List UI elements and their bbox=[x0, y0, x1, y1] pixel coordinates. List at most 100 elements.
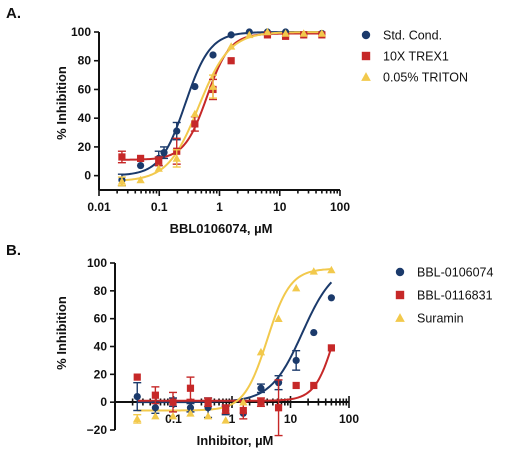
panel-a-y-tick-label: 20 bbox=[78, 140, 92, 154]
panel-b-legend-item: BBL-0116831 bbox=[395, 289, 493, 303]
panel-b-x-tick-label: 1 bbox=[229, 412, 236, 426]
panel-b-data-point bbox=[133, 373, 141, 381]
panel-a-data-point bbox=[118, 153, 126, 161]
panel-b-y-tick-label: 60 bbox=[94, 312, 108, 326]
panel-b-data-point bbox=[239, 406, 247, 415]
panel-b-y-tick-label: 80 bbox=[94, 284, 108, 298]
panel-a-data-point bbox=[190, 109, 200, 118]
panel-a-data-point bbox=[227, 31, 235, 39]
panel-b-data-point bbox=[221, 416, 230, 424]
panel-b-data-point bbox=[133, 414, 142, 423]
panel-a-data-point bbox=[191, 82, 199, 91]
panel-b-y-tick-label: 100 bbox=[87, 256, 107, 270]
panel-b-y-tick-label: 0 bbox=[100, 395, 107, 409]
panel-b-fit-curve-0 bbox=[137, 281, 333, 404]
panel-a-data-point bbox=[173, 127, 181, 135]
panel-a-data-point bbox=[209, 51, 217, 59]
panel-a-data-point bbox=[317, 29, 327, 37]
panel-b-legend-marker bbox=[395, 290, 405, 300]
panel-a-label: A. bbox=[6, 5, 21, 22]
panel-a-legend-marker bbox=[361, 51, 371, 61]
panel-a-axes: 0 20 40 60 80 100 0.01 0.1 1 10 100 bbox=[71, 25, 350, 214]
panel-a-data-point bbox=[117, 177, 127, 185]
panel-b-legend-item: BBL-0106074 bbox=[395, 266, 494, 280]
panel-b-data-point bbox=[151, 404, 159, 412]
panel-b-y-tick-label: 40 bbox=[94, 340, 108, 354]
panel-a-data-point bbox=[263, 27, 272, 36]
panel-a-x-tick-label: 0.01 bbox=[87, 200, 111, 214]
panel-b-data-point bbox=[168, 411, 178, 420]
panel-a-data-point bbox=[136, 175, 145, 184]
panel-a-data-point bbox=[281, 29, 290, 37]
panel-b-legend-label: Suramin bbox=[417, 312, 464, 326]
panel-b-data-point bbox=[257, 398, 265, 406]
panel-b-data-point bbox=[186, 384, 195, 392]
panel-a-data-point bbox=[191, 120, 199, 128]
panel-a-data-point bbox=[227, 57, 235, 65]
panel-b-fit-curve-2 bbox=[137, 268, 332, 412]
panel-b-x-axis-label: Inhibitor, µM bbox=[197, 433, 274, 448]
panel-a-data-point bbox=[172, 154, 181, 162]
panel-b-y-tick-label: −20 bbox=[87, 423, 108, 437]
panel-a-y-tick-label: 100 bbox=[71, 25, 91, 39]
panel-b-data-point bbox=[310, 381, 318, 390]
panel-a-data-point bbox=[208, 82, 218, 90]
panel-a-y-axis-label: % Inhibition bbox=[54, 66, 69, 140]
panel-a-y-tick-label: 80 bbox=[78, 54, 92, 68]
panel-b-data-point bbox=[292, 356, 300, 365]
panel-a-dose-response-chart: A. % Inhibition BBL0106074, µM 0 20 40 60 80… bbox=[6, 5, 468, 236]
panel-a-legend-label: Std. Cond. bbox=[383, 29, 442, 43]
panel-b-data-point bbox=[239, 398, 248, 406]
panel-b-data-point bbox=[133, 393, 141, 401]
panel-b-data-point bbox=[222, 405, 230, 413]
panel-a-x-tick-label: 100 bbox=[330, 200, 350, 214]
panel-b-fit-curve-1 bbox=[137, 347, 333, 402]
panel-a-legend-marker bbox=[361, 72, 371, 81]
panel-b-label: B. bbox=[6, 242, 21, 259]
panel-b-data-point bbox=[204, 398, 212, 406]
panel-b-x-tick-label: 10 bbox=[284, 412, 298, 426]
panel-b-dose-response-chart: B. % Inhibition Inhibitor, µM −20 0 20 40 60… bbox=[6, 242, 494, 448]
panel-a-data-point bbox=[136, 154, 145, 162]
panel-b-x-tick-label: 100 bbox=[339, 412, 359, 426]
panel-b-legend-marker bbox=[395, 313, 405, 322]
panel-a-x-tick-label: 1 bbox=[216, 200, 223, 214]
panel-a-legend-item: Std. Cond. bbox=[361, 29, 442, 43]
panel-a-legend-marker bbox=[361, 30, 371, 40]
panel-a-x-tick-label: 10 bbox=[273, 200, 287, 214]
panel-a-legend-item: 0.05% TRITON bbox=[361, 71, 468, 85]
panel-b-legend-item: Suramin bbox=[395, 312, 464, 326]
panel-b-legend-marker bbox=[395, 267, 405, 277]
panel-b-data-point bbox=[310, 328, 318, 337]
panel-a-data-point bbox=[299, 29, 308, 37]
panel-b-data-point bbox=[151, 411, 160, 420]
panel-b-legend-label: BBL-0106074 bbox=[417, 266, 494, 280]
panel-b-data-point bbox=[309, 267, 318, 275]
panel-b-legend-label: BBL-0116831 bbox=[417, 289, 493, 303]
panel-a-legend-label: 10X TREX1 bbox=[383, 50, 449, 64]
panel-a-legend-item: 10X TREX1 bbox=[361, 50, 449, 64]
panel-a-fit-curve-0 bbox=[121, 31, 322, 176]
panel-a-y-tick-label: 40 bbox=[78, 111, 92, 125]
panel-b-data-points bbox=[133, 265, 336, 437]
panel-b-data-point bbox=[274, 404, 283, 412]
panel-a-y-tick-label: 0 bbox=[84, 169, 91, 183]
panel-a-x-tick-label: 0.1 bbox=[151, 200, 168, 214]
panel-a-data-point bbox=[136, 161, 145, 170]
panel-b-data-point bbox=[186, 409, 195, 417]
panel-b-data-point bbox=[327, 344, 335, 352]
panel-b-data-point bbox=[257, 384, 265, 392]
panel-b-data-point bbox=[256, 347, 266, 356]
panel-b-data-point bbox=[327, 265, 336, 274]
panel-b-legend: BBL-0106074 BBL-0116831 Suramin bbox=[395, 266, 494, 326]
panel-b-data-point bbox=[327, 294, 335, 302]
panel-b-data-point bbox=[169, 398, 177, 406]
panel-a-y-tick-label: 60 bbox=[78, 82, 92, 96]
panel-b-data-point bbox=[292, 381, 300, 390]
panel-a-data-points bbox=[117, 27, 327, 187]
panel-a-x-axis-label: BBL0106074, µM bbox=[170, 221, 273, 236]
panel-a-fit-curves bbox=[121, 31, 322, 182]
panel-b-fit-curves bbox=[137, 268, 333, 412]
panel-a-legend-label: 0.05% TRITON bbox=[383, 71, 468, 85]
